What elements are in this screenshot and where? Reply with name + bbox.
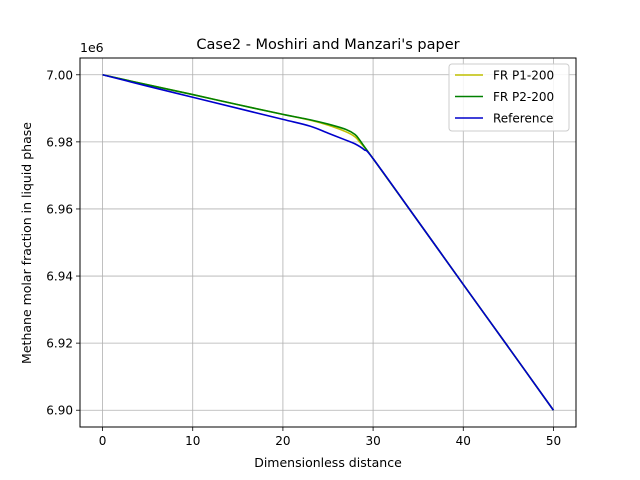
x-tick-label: 20 xyxy=(275,434,290,448)
legend-label-fr-p2-200: FR P2-200 xyxy=(493,90,554,104)
series-line-reference xyxy=(102,73,555,411)
y-tick-label: 6.94 xyxy=(46,270,73,284)
x-tick-label: 50 xyxy=(546,434,561,448)
legend-box xyxy=(448,63,570,132)
x-axis-label: Dimensionless distance xyxy=(254,455,402,470)
chart-title: Case2 - Moshiri and Manzari's paper xyxy=(196,37,459,53)
y-tick-label: 6.98 xyxy=(46,135,73,149)
plot-frame xyxy=(79,57,577,428)
x-tick-label: 40 xyxy=(456,434,471,448)
x-tick-label: 10 xyxy=(185,434,200,448)
y-axis-label: Methane molar fraction in liquid phase xyxy=(19,122,34,364)
y-tick-label: 6.90 xyxy=(46,404,73,418)
y-tick-label: 6.92 xyxy=(46,337,73,351)
y-axis-offset-label: 1e6 xyxy=(80,40,104,55)
x-axis-ticks: 0 10 20 30 40 50 xyxy=(99,427,561,448)
x-tick-label: 30 xyxy=(365,434,380,448)
legend-label-reference: Reference xyxy=(493,112,553,126)
y-axis-ticks: 6.90 6.92 6.94 6.96 6.98 7.00 xyxy=(46,68,80,418)
series-lines xyxy=(102,73,555,411)
legend: FR P1-200 FR P2-200 Reference xyxy=(448,63,570,132)
y-tick-label: 6.96 xyxy=(46,202,73,216)
y-tick-label: 7.00 xyxy=(46,68,73,82)
x-tick-label: 0 xyxy=(99,434,107,448)
legend-label-fr-p1-200: FR P1-200 xyxy=(493,69,554,83)
